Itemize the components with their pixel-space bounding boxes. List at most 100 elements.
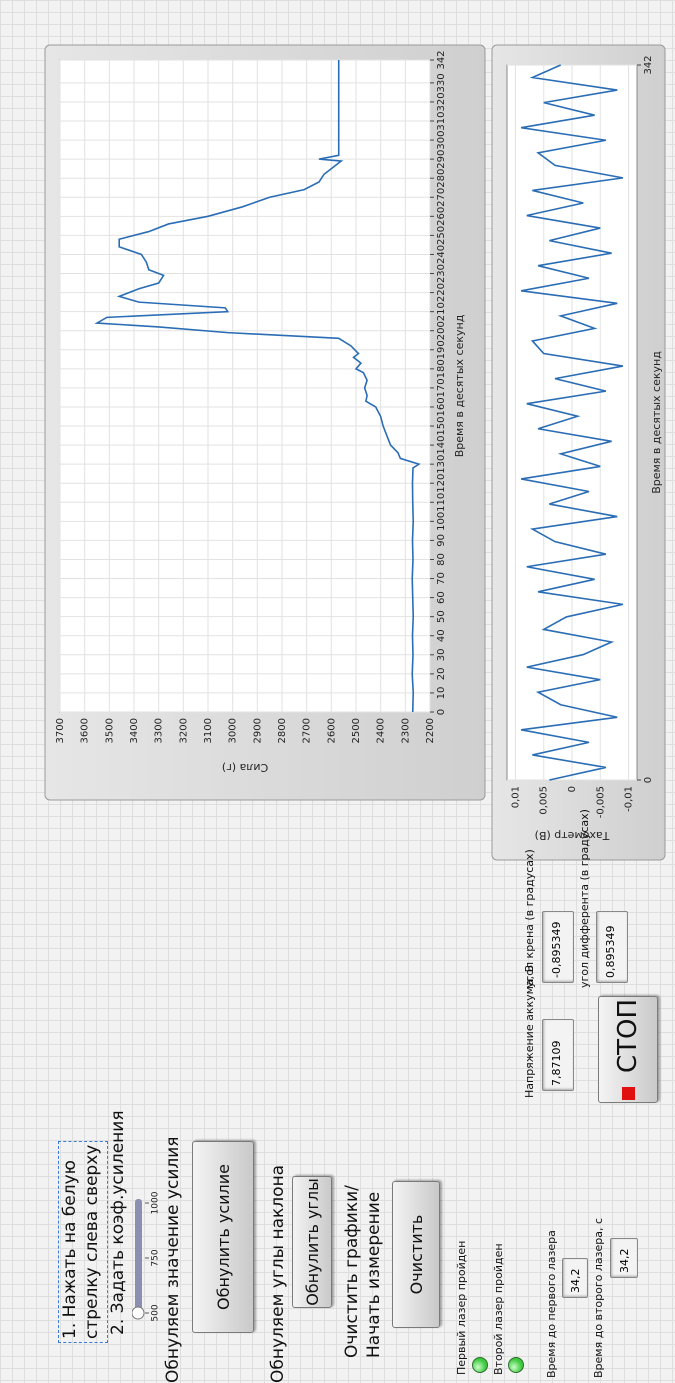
indicator-label: угол дифферента (в градусах)	[578, 809, 591, 988]
y-tick-label: -0,01	[624, 786, 635, 812]
zero-force-button[interactable]: Обнулить усилие	[192, 1141, 254, 1333]
y-tick-label: 2600	[326, 718, 337, 743]
instruction-line: 1. Нажать на белую	[60, 1160, 80, 1339]
x-tick-label: 0	[436, 709, 447, 715]
y-tick-label: 0	[567, 786, 578, 792]
y-tick-label: 2300	[400, 718, 411, 743]
x-tick-label: 220	[436, 283, 447, 302]
led-label: Второй лазер пройден	[492, 1243, 505, 1375]
y-tick-label: 2700	[302, 718, 313, 743]
x-tick-label: 50	[436, 610, 447, 623]
stop-button[interactable]: СТОП	[598, 996, 658, 1103]
x-tick-label: 230	[436, 264, 447, 283]
indicator-value: 0,895349	[596, 911, 628, 983]
label: Обнуляем значение усилия	[163, 1136, 183, 1383]
x-tick-label: 10	[436, 687, 447, 700]
instruction-line: стрелку слева сверху	[82, 1144, 102, 1339]
x-tick-label: 110	[436, 493, 447, 512]
x-tick-label: 300	[436, 131, 447, 150]
x-tick-label: 120	[436, 474, 447, 493]
x-tick-label: 280	[436, 169, 447, 188]
zero-angles-button[interactable]: Обнулить углы	[292, 1176, 332, 1308]
led-label: Первый лазер пройден	[455, 1240, 468, 1375]
x-tick-label: 30	[436, 648, 447, 661]
slider-tick-label: 500	[151, 1304, 161, 1321]
data-line	[520, 64, 624, 781]
y-tick-label: 2200	[425, 718, 436, 743]
slider-track	[135, 1199, 142, 1317]
stop-icon	[621, 1087, 635, 1101]
x-tick-label: 130	[436, 455, 447, 474]
x-axis-label: Время в десятых секунд	[453, 314, 466, 457]
x-tick-label: 90	[436, 534, 447, 547]
slider-tick-label: 1000	[151, 1191, 161, 1214]
x-tick-label: 160	[436, 397, 447, 416]
x-tick-label: 0	[643, 777, 654, 783]
y-tick-label: 3400	[129, 718, 140, 743]
x-tick-label: 260	[436, 207, 447, 226]
data-line	[94, 60, 421, 713]
y-tick-label: -0,005	[595, 786, 606, 818]
x-tick-label: 60	[436, 591, 447, 604]
x-tick-label: 342	[436, 50, 447, 69]
x-tick-label: 320	[436, 92, 447, 111]
clear-button[interactable]: Очистить	[392, 1181, 440, 1328]
x-tick-label: 330	[436, 73, 447, 92]
label: Очистить графики/	[342, 1185, 362, 1358]
x-tick-label: 210	[436, 302, 447, 321]
x-tick-label: 190	[436, 340, 447, 359]
x-tick-label: 290	[436, 150, 447, 169]
x-tick-label: 240	[436, 245, 447, 264]
y-tick-label: 0,01	[510, 786, 521, 808]
x-tick-label: 140	[436, 436, 447, 455]
indicator-value: -0,895349	[542, 911, 574, 983]
y-axis-label: Сила (г)	[222, 761, 268, 774]
led	[472, 1357, 488, 1373]
y-tick-label: 3700	[55, 718, 66, 743]
x-tick-label: 250	[436, 226, 447, 245]
x-tick-label: 80	[436, 553, 447, 566]
y-tick-label: 2400	[376, 718, 387, 743]
timer-label: Время до второго лазера, с	[592, 1217, 605, 1378]
x-tick-label: 40	[436, 629, 447, 642]
indicator-label: угол крена (в градусах)	[523, 849, 536, 988]
gain-slider[interactable]: 500 750 1000	[131, 1183, 162, 1323]
x-tick-label: 150	[436, 416, 447, 435]
timer-value: 34,2	[562, 1258, 588, 1298]
x-tick-label: 170	[436, 378, 447, 397]
y-tick-label: 3600	[80, 718, 91, 743]
slider-graphic: 500 750 1000	[131, 1191, 161, 1322]
y-tick-label: 3200	[178, 718, 189, 743]
x-tick-label: 310	[436, 111, 447, 130]
label: Начать измерение	[364, 1191, 384, 1358]
y-tick-label: 2800	[277, 718, 288, 743]
y-tick-label: 3300	[154, 718, 165, 743]
label: Обнуляем углы наклона	[268, 1164, 288, 1383]
y-tick-label: 2500	[351, 718, 362, 743]
y-tick-label: 3500	[104, 718, 115, 743]
timer-value: 34,2	[610, 1238, 638, 1278]
led	[508, 1357, 524, 1373]
x-axis-label: Время в десятых секунд	[650, 351, 663, 494]
slider-knob	[131, 1306, 145, 1320]
x-tick-label: 180	[436, 359, 447, 378]
x-tick-label: 70	[436, 572, 447, 585]
x-tick-label: 200	[436, 321, 447, 340]
stop-label: СТОП	[613, 998, 643, 1074]
slider-tick-label: 750	[151, 1249, 161, 1266]
y-axis-label: Тахометр (В)	[535, 829, 611, 842]
x-tick-label: 100	[436, 512, 447, 531]
instruction-line: 2. Задать коэф.усиления	[108, 1110, 128, 1335]
indicator-value: 7,87109	[542, 1019, 574, 1091]
plot-area	[59, 59, 431, 713]
x-tick-label: 20	[436, 668, 447, 681]
y-tick-label: 3100	[203, 718, 214, 743]
x-tick-label: 342	[643, 55, 654, 74]
y-tick-label: 0,005	[539, 786, 550, 815]
y-tick-label: 2900	[252, 718, 263, 743]
y-tick-label: 3000	[228, 718, 239, 743]
x-tick-label: 270	[436, 188, 447, 207]
